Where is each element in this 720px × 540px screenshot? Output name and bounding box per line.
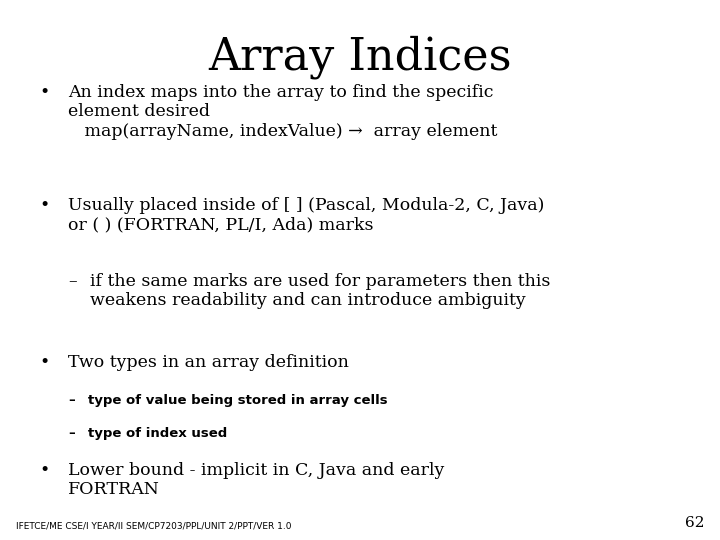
Text: 62: 62 <box>685 516 704 530</box>
Text: type of value being stored in array cells: type of value being stored in array cell… <box>88 394 387 407</box>
Text: type of index used: type of index used <box>88 427 227 440</box>
Text: Usually placed inside of [ ] (Pascal, Modula-2, C, Java)
or ( ) (FORTRAN, PL/I, : Usually placed inside of [ ] (Pascal, Mo… <box>68 197 545 234</box>
Text: •: • <box>40 84 50 100</box>
Text: •: • <box>40 354 50 370</box>
Text: •: • <box>40 462 50 478</box>
Text: –: – <box>68 273 77 289</box>
Text: Lower bound - implicit in C, Java and early
FORTRAN: Lower bound - implicit in C, Java and ea… <box>68 462 445 498</box>
Text: –: – <box>68 394 75 407</box>
Text: –: – <box>68 427 75 440</box>
Text: Two types in an array definition: Two types in an array definition <box>68 354 349 370</box>
Text: •: • <box>40 197 50 214</box>
Text: if the same marks are used for parameters then this
weakens readability and can : if the same marks are used for parameter… <box>90 273 550 309</box>
Text: IFETCE/ME CSE/I YEAR/II SEM/CP7203/PPL/UNIT 2/PPT/VER 1.0: IFETCE/ME CSE/I YEAR/II SEM/CP7203/PPL/U… <box>16 521 292 530</box>
Text: Array Indices: Array Indices <box>208 35 512 79</box>
Text: An index maps into the array to find the specific
element desired
   map(arrayNa: An index maps into the array to find the… <box>68 84 498 140</box>
